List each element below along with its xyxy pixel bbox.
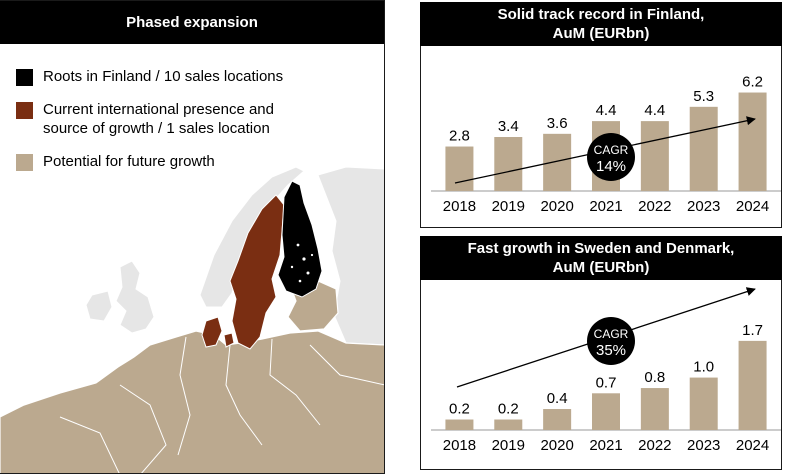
x-tick-label: 2021 [589, 437, 622, 454]
cagr-badge [587, 317, 635, 365]
bar-2021 [592, 393, 620, 430]
bar-value-label: 5.3 [693, 88, 714, 105]
legend-item-current: Current international presence and sourc… [16, 100, 323, 138]
x-tick-label: 2019 [492, 198, 525, 215]
finland-lakes [290, 243, 314, 283]
finland-chart-title-line1: Solid track record in Finland, [497, 6, 705, 23]
map-legend: Roots in Finland / 10 sales locations Cu… [16, 67, 323, 185]
finland-chart-panel: Solid track record in Finland, AuM (EURb… [420, 2, 782, 228]
bar-2022 [640, 121, 669, 191]
bar-value-label: 0.2 [449, 401, 470, 418]
x-tick-label: 2022 [638, 437, 671, 454]
x-tick-label: 2021 [589, 198, 622, 215]
sweden-denmark-bar-chart: 0.2 2018 0.2 2019 0.4 2020 0.7 2021 0.8 2022 1.0 20… [431, 287, 781, 454]
europe-map [0, 166, 384, 473]
legend-item-roots: Roots in Finland / 10 sales locations [16, 67, 323, 86]
bar-2019 [494, 419, 523, 430]
cagr-label: CAGR [594, 327, 629, 341]
cagr-badge [587, 133, 635, 181]
cagr-value: 35% [596, 342, 626, 359]
x-tick-label: 2020 [540, 437, 573, 454]
bar-value-label: 1.7 [742, 322, 763, 339]
bar-value-label: 2.8 [449, 128, 470, 145]
finland-landmass [277, 180, 323, 298]
norway-landmass [199, 166, 305, 308]
bar-value-label: 1.0 [693, 359, 714, 376]
x-tick-label: 2019 [492, 437, 525, 454]
legend-label: Potential for future growth [43, 153, 215, 170]
legend-swatch-brown-icon [16, 102, 33, 119]
cagr-label: CAGR [594, 143, 629, 157]
legend-label: Current international presence and sourc… [43, 101, 274, 137]
ireland-landmass [85, 290, 113, 322]
bar-value-label: 0.8 [644, 369, 665, 386]
bar-2020 [543, 409, 572, 430]
map-panel-title: Phased expansion [0, 1, 384, 44]
x-tick-label: 2023 [687, 198, 720, 215]
uk-landmass [115, 260, 155, 334]
bar-2023 [689, 106, 718, 191]
x-tick-label: 2024 [736, 198, 769, 215]
bar-2022 [640, 388, 669, 430]
bar-value-label: 0.2 [498, 401, 519, 418]
finland-chart-title: Solid track record in Finland, AuM (EURb… [420, 2, 782, 46]
europe-landmass [0, 330, 384, 473]
bar-2018 [445, 419, 474, 430]
country-borders [59, 336, 384, 473]
legend-swatch-tan-icon [16, 154, 33, 171]
x-tick-label: 2020 [540, 198, 573, 215]
bar-value-label: 0.4 [547, 390, 568, 407]
bar-2020 [543, 133, 572, 191]
denmark-landmass [201, 316, 223, 348]
sweden-denmark-chart-panel: Fast growth in Sweden and Denmark, AuM (… [420, 236, 782, 470]
finland-bar-chart: 2.8 2018 3.4 2019 3.6 2020 4.4 2021 4.4 2022 5.3 20… [431, 74, 781, 215]
sweden-denmark-chart-title-line1: Fast growth in Sweden and Denmark, [467, 240, 735, 257]
legend-swatch-black-icon [16, 69, 33, 86]
cagr-value: 14% [596, 158, 626, 175]
sweden-denmark-chart-title: Fast growth in Sweden and Denmark, AuM (… [420, 236, 782, 280]
x-tick-label: 2018 [443, 198, 476, 215]
bar-value-label: 4.4 [644, 102, 665, 119]
legend-item-potential: Potential for future growth [16, 152, 323, 171]
bar-2023 [689, 377, 718, 430]
map-panel: Phased expansion [0, 0, 385, 474]
legend-label: Roots in Finland / 10 sales locations [43, 68, 284, 85]
denmark-island [223, 332, 235, 348]
x-tick-label: 2023 [687, 437, 720, 454]
bar-2024 [738, 92, 767, 191]
finland-chart-title-line2: AuM (EURbn) [552, 25, 650, 42]
x-tick-label: 2018 [443, 437, 476, 454]
x-tick-label: 2022 [638, 198, 671, 215]
bar-2024 [738, 340, 767, 430]
bar-value-label: 4.4 [596, 102, 617, 119]
bar-2019 [494, 137, 523, 191]
bar-value-label: 0.7 [596, 374, 617, 391]
bar-2018 [445, 146, 474, 191]
sweden-denmark-chart-title-line2: AuM (EURbn) [552, 259, 650, 276]
bar-value-label: 3.6 [547, 115, 568, 132]
russia-landmass [317, 166, 384, 346]
bar-value-label: 6.2 [742, 74, 763, 91]
x-tick-label: 2024 [736, 437, 769, 454]
sweden-landmass [229, 194, 285, 350]
bar-value-label: 3.4 [498, 118, 519, 135]
